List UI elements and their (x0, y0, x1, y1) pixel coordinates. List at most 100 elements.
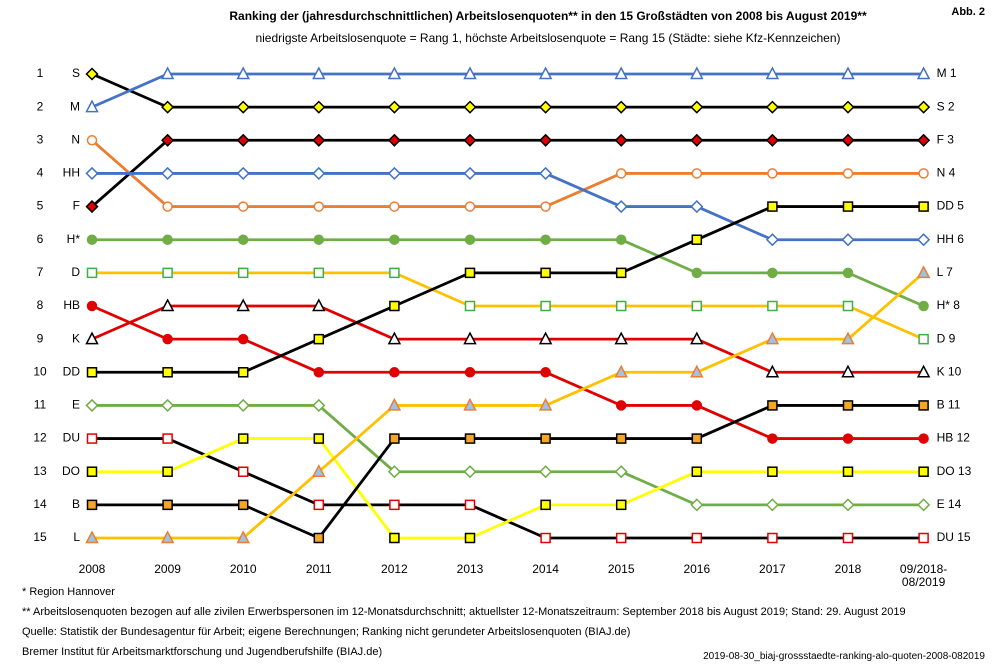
marker (464, 433, 476, 444)
marker (767, 201, 778, 212)
y-tick-label: 7 (37, 265, 44, 279)
marker (313, 234, 325, 245)
filename: 2019-08-30_biaj-grossstaedte-ranking-alo… (703, 651, 985, 662)
series-start-label: K (72, 331, 80, 345)
marker (237, 201, 249, 212)
marker (463, 100, 477, 114)
marker (842, 168, 854, 179)
marker (690, 331, 704, 345)
series-start-label: HB (63, 298, 80, 312)
marker (387, 166, 401, 180)
series-line (91, 138, 924, 208)
series-line (92, 437, 924, 540)
marker (691, 267, 703, 279)
marker (615, 168, 627, 179)
series-end-label: S 2 (937, 99, 955, 113)
marker (841, 331, 855, 345)
marker (162, 499, 173, 511)
marker (690, 364, 704, 378)
marker (614, 364, 628, 378)
marker (387, 100, 401, 114)
marker (237, 333, 249, 345)
marker (918, 300, 929, 312)
marker (463, 465, 477, 479)
marker (313, 499, 325, 511)
marker (160, 530, 175, 544)
series-line (91, 139, 924, 208)
marker (538, 397, 553, 411)
y-tick-label: 14 (33, 497, 47, 511)
y-tick-label: 15 (33, 530, 47, 544)
marker (85, 331, 99, 345)
series-end-label: HB 12 (937, 431, 971, 445)
marker (312, 100, 326, 114)
series-end-label: F 3 (937, 132, 955, 146)
series-line (91, 304, 924, 440)
marker (389, 499, 400, 511)
marker (842, 267, 854, 279)
y-tick-label: 3 (37, 132, 44, 146)
marker (615, 267, 627, 279)
footnote: Bremer Institut für Arbeitsmarktforschun… (22, 646, 383, 658)
marker (464, 367, 476, 378)
marker (614, 465, 628, 479)
marker (312, 298, 326, 312)
x-tick-label: 2012 (381, 562, 408, 576)
marker (161, 398, 175, 412)
series-end-label: M 1 (937, 66, 957, 80)
x-tick-label: 2013 (456, 562, 484, 576)
marker (918, 168, 929, 179)
marker (765, 364, 780, 378)
marker (312, 133, 326, 147)
series-line (92, 271, 925, 540)
marker (842, 466, 854, 477)
marker (842, 201, 854, 212)
marker (162, 201, 173, 212)
marker (387, 465, 401, 479)
marker (615, 234, 627, 245)
series-end-label: HH 6 (937, 232, 965, 246)
series-end-label: DU 15 (937, 530, 971, 544)
marker (236, 166, 250, 180)
marker (691, 234, 703, 245)
figure-label: Abb. 2 (951, 6, 985, 18)
marker (463, 166, 477, 180)
marker (765, 100, 779, 114)
marker (236, 298, 250, 312)
marker (464, 499, 476, 511)
marker (162, 267, 173, 279)
series-line (92, 437, 924, 540)
marker (85, 398, 99, 412)
marker (539, 166, 553, 180)
marker (691, 300, 703, 312)
x-tick-label: 2018 (834, 562, 862, 576)
series-end-label: B 11 (937, 398, 961, 412)
marker (85, 166, 99, 180)
marker (86, 300, 98, 312)
marker (540, 499, 551, 511)
series-start-label: H* (67, 232, 81, 246)
marker (615, 400, 627, 411)
marker (237, 433, 249, 444)
marker (387, 66, 402, 80)
footnote: ** Arbeitslosenquoten bezogen auf alle z… (22, 606, 906, 618)
marker (916, 265, 931, 279)
marker (237, 267, 249, 279)
footnote: * Region Hannover (22, 586, 115, 598)
marker (162, 367, 173, 378)
series-start-label: M (70, 99, 80, 113)
marker (540, 300, 551, 312)
marker (765, 233, 779, 247)
series-end-label: E 14 (937, 497, 962, 511)
series-line (91, 304, 924, 374)
series-start-label: D (71, 265, 80, 279)
marker (540, 433, 551, 444)
series-start-label: N (71, 132, 80, 146)
marker (389, 300, 400, 312)
marker (312, 66, 326, 80)
marker (615, 300, 627, 312)
marker (86, 466, 98, 477)
marker (463, 66, 477, 80)
